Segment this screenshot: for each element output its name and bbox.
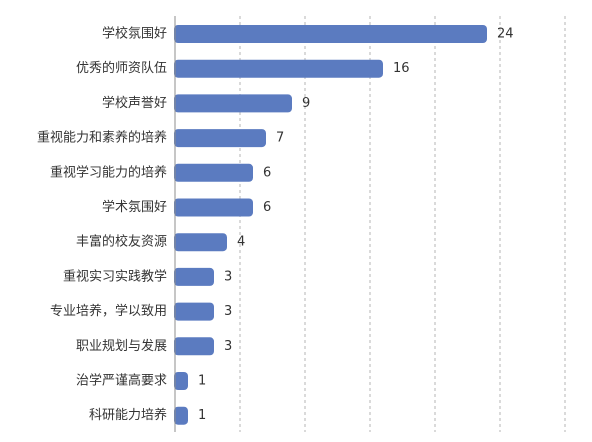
category-label: 学术氛围好: [102, 199, 167, 215]
category-label: 学校声誉好: [102, 95, 167, 111]
bar: [174, 302, 214, 321]
bar: [174, 406, 188, 425]
category-label: 重视学习能力的培养: [50, 164, 167, 180]
value-label: 3: [224, 269, 232, 284]
grid-lines: [239, 16, 566, 432]
category-label: 专业培养，学以致用: [50, 303, 167, 319]
category-label: 重视实习实践教学: [63, 268, 167, 284]
bars: [174, 25, 487, 425]
category-label: 学校氛围好: [102, 26, 167, 42]
value-label: 7: [276, 131, 284, 146]
bar: [174, 129, 266, 148]
value-label: 9: [302, 96, 310, 111]
bar: [174, 59, 383, 78]
category-label: 优秀的师资队伍: [76, 60, 167, 76]
category-label: 重视能力和素养的培养: [37, 130, 167, 146]
category-labels: 学校氛围好优秀的师资队伍学校声誉好重视能力和素养的培养重视学习能力的培养学术氛围…: [37, 26, 167, 424]
value-label: 16: [393, 61, 410, 76]
bar: [174, 233, 227, 252]
value-label: 3: [224, 304, 232, 319]
bar: [174, 198, 253, 217]
category-label: 治学严谨高要求: [76, 373, 167, 389]
value-label: 24: [497, 27, 514, 42]
bar: [174, 267, 214, 286]
value-label: 1: [198, 374, 206, 389]
value-label: 1: [198, 408, 206, 423]
value-label: 3: [224, 339, 232, 354]
bar: [174, 163, 253, 182]
value-label: 4: [237, 235, 245, 250]
category-label: 职业规划与发展: [76, 338, 167, 354]
value-label: 6: [263, 165, 271, 180]
bar: [174, 372, 188, 390]
category-label: 科研能力培养: [89, 407, 167, 423]
value-labels: 24 16 9 7 6 6 4 3 3 3 1 1: [198, 27, 514, 424]
bar: [174, 25, 487, 43]
bar: [174, 94, 292, 113]
category-label: 丰富的校友资源: [76, 234, 167, 250]
bar: [174, 337, 214, 356]
value-label: 6: [263, 200, 271, 215]
